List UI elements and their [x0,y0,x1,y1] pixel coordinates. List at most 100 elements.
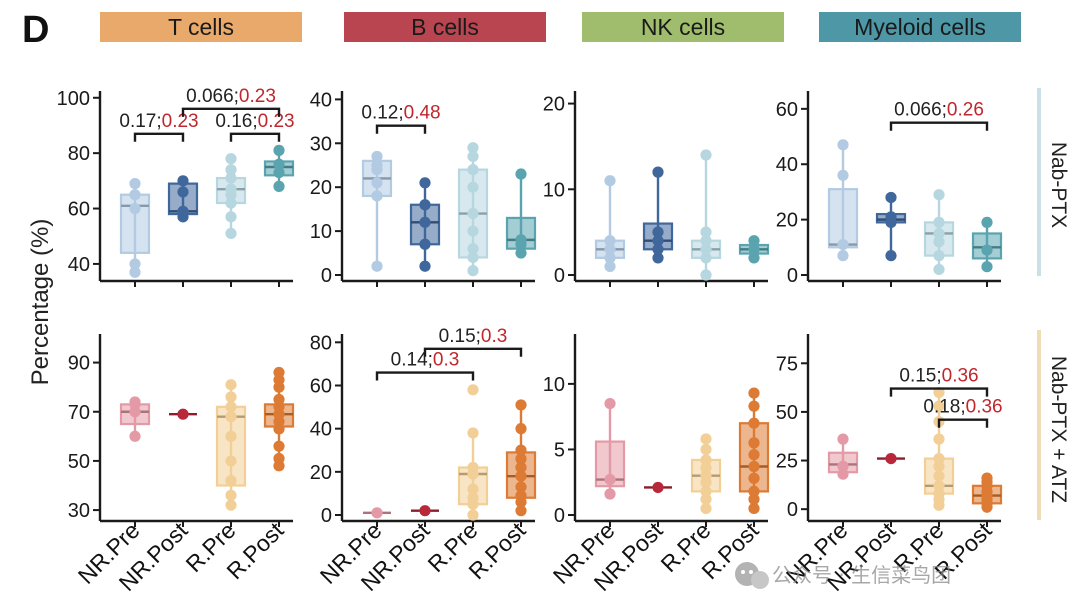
p-value: 0.17; [119,111,161,132]
box-iqr [827,188,859,249]
data-point [225,183,237,195]
significance-label: 0.16;0.23 [215,111,294,132]
data-point [748,400,760,412]
data-point [273,158,285,170]
data-point [604,175,616,187]
header-box [344,12,546,42]
box-r-pre [923,386,955,511]
box-nr-pre [827,433,859,480]
data-point [129,189,141,201]
data-point [652,166,664,178]
significance-nr-post-vs-r-post: 0.066;0.23 [181,86,281,117]
p-value: 0.18; [923,397,965,418]
y-tick-label: 0 [787,265,798,287]
y-axis-title: Percentage (%) [27,219,54,386]
box-nr-pre [119,178,151,278]
significance-bracket [889,387,989,397]
y-tick-label: 40 [310,89,332,111]
data-point [515,444,527,456]
data-point [515,489,527,502]
header-b-cells: B cells [344,12,546,42]
box-nr-pre [594,175,626,273]
data-point [467,384,479,396]
y-tick-label: 80 [68,143,90,165]
y-tick-label: 20 [543,94,565,116]
data-point [419,505,431,517]
data-point [700,433,712,445]
data-point [129,258,141,270]
data-point [467,142,479,154]
data-point [604,235,616,247]
significance-bracket [375,371,475,381]
box-nr-post [167,175,199,223]
data-point [604,397,616,410]
data-point [225,197,237,209]
y-tick-label: 25 [776,451,798,473]
p-value: 0.066; [894,100,947,121]
data-point [652,481,664,494]
data-point [748,485,760,497]
data-point [467,509,479,521]
header-nk-cells: NK cells [582,12,784,42]
data-point [419,260,431,272]
box-r-post [505,168,537,259]
data-point [748,502,760,515]
panel-nab-ptx-nk-cells: 0 10 20 [543,91,770,287]
data-point [885,211,897,223]
row-label-bar [1037,88,1041,276]
row-label-nab-ptx: Nab-PTX [1037,88,1070,276]
row-label-text: Nab-PTX + ATZ [1047,356,1070,503]
data-point [837,169,849,181]
significance-nr-pre-vs-nr-post: 0.17;0.23 [119,111,199,142]
data-point [467,265,479,277]
watermark: 公众号 · 生信菜鸟团 [735,562,951,589]
data-point [748,387,760,399]
data-point [748,243,760,255]
data-point [225,401,237,413]
box-nr-pre [361,150,393,272]
data-point [225,211,237,223]
header-box [819,12,1021,42]
data-point [419,199,431,211]
data-point [177,205,189,217]
data-point [467,225,479,237]
data-point [225,172,237,184]
data-point [515,481,527,493]
box-r-pre [215,379,247,511]
y-tick-label: 80 [310,332,332,354]
y-tick-label: 30 [310,133,332,155]
data-point [837,468,849,480]
y-tick-label: 100 [57,88,90,110]
data-point [515,168,527,180]
data-point [933,216,945,228]
p-value: 0.16; [215,111,257,132]
significance-bracket [423,347,523,357]
cell-type-headers: T cells B cells NK cells Myeloid cells [100,12,1021,42]
box-r-post [263,144,295,192]
significance-label: 0.066;0.26 [894,100,984,121]
data-point [515,234,527,246]
data-point [419,216,431,228]
data-point [225,153,237,165]
p-value: 0.12; [361,103,403,124]
y-tick-label: 75 [776,353,798,375]
data-point [652,226,664,238]
y-tick-label: 60 [776,99,798,121]
p-value: 0.14; [391,350,433,371]
box-nr-post [644,481,672,494]
significance-bracket [375,124,427,134]
y-tick-label: 40 [68,254,90,276]
y-tick-label: 0 [321,265,332,287]
data-point [837,139,849,151]
data-point [933,488,945,500]
data-point [273,393,285,406]
header-label: B cells [411,14,479,40]
y-tick-label: 5 [554,439,565,461]
box-r-pre [457,384,489,521]
data-point [515,470,527,482]
box-nr-post [875,191,907,262]
data-point [604,474,616,486]
